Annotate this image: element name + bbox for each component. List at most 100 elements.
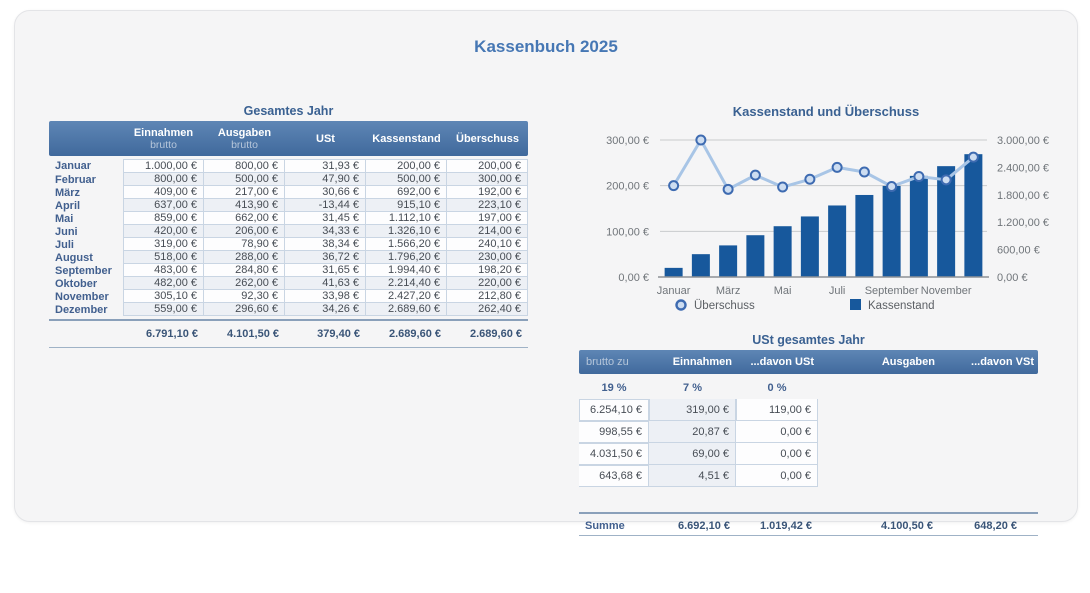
value-cell: 692,00 € — [366, 186, 447, 199]
value-cell: 284,80 € — [204, 264, 285, 277]
value-cell: 319,00 € — [123, 238, 204, 251]
value-cell: 1.000,00 € — [123, 159, 204, 173]
table-row: 7 % 319,00 €20,87 €69,00 €4,51 € — [649, 377, 736, 509]
month-label: Februar — [55, 173, 96, 186]
value-cell: 119,00 € — [736, 399, 818, 421]
month-label: Dezember — [55, 303, 108, 316]
value-cell: 482,00 € — [123, 277, 204, 290]
value-cell: 413,90 € — [204, 199, 285, 212]
year-col-header: Kassenstand — [366, 121, 447, 156]
x-axis-tick-label: November — [921, 285, 972, 297]
year-col-header-sub: brutto — [231, 138, 258, 151]
value-cell: 998,55 € — [579, 421, 649, 443]
year-col-header-label: Kassenstand — [372, 132, 441, 145]
value-cell: 305,10 € — [123, 290, 204, 303]
value-cell: 20,87 € — [649, 421, 736, 443]
value-cell: 6.254,10 € — [579, 399, 649, 421]
value-cell: 262,00 € — [204, 277, 285, 290]
value-cell: 1.326,10 € — [366, 225, 447, 238]
ust-col-header: ...davon VSt — [971, 356, 1034, 368]
chart-point — [695, 134, 707, 146]
value-cell: 200,00 € — [447, 159, 528, 173]
value-cell: 30,66 € — [285, 186, 366, 199]
month-label: Juni — [55, 225, 78, 238]
x-axis-tick-label: September — [865, 285, 919, 297]
value-cell: 800,00 € — [123, 173, 204, 186]
value-cell: 859,00 € — [123, 212, 204, 225]
chart-point — [668, 180, 680, 192]
value-cell: 915,10 € — [366, 199, 447, 212]
rate-label: 0 % — [767, 382, 787, 394]
legend-label: Kassenstand — [868, 300, 935, 312]
month-label: Juli — [55, 238, 74, 251]
right-axis-tick-label: 1.800,00 € — [997, 190, 1049, 202]
value-cell: 217,00 € — [204, 186, 285, 199]
chart-line — [672, 138, 975, 191]
value-cell: 296,60 € — [204, 303, 285, 316]
year-col-header-sub: brutto — [150, 138, 177, 151]
year-table-title: Gesamtes Jahr — [243, 104, 334, 118]
year-col-header: USt — [285, 121, 366, 156]
spacer-cell — [649, 487, 736, 509]
x-axis-tick-label: Mai — [774, 285, 792, 297]
value-cell: 38,34 € — [285, 238, 366, 251]
chart-point — [940, 174, 952, 186]
left-axis-tick-label: 200,00 € — [606, 181, 649, 193]
chart-point — [913, 171, 925, 183]
value-cell: 500,00 € — [366, 173, 447, 186]
month-label: August — [55, 251, 93, 264]
value-cell: 288,00 € — [204, 251, 285, 264]
value-cell: 643,68 € — [579, 465, 649, 487]
year-table-header: Einnahmen brutto Ausgaben brutto USt Kassenst… — [49, 121, 528, 156]
value-cell: 41,63 € — [285, 277, 366, 290]
chart-block: Kassenstand und Überschuss 0,00 € 100,00 … — [581, 104, 1071, 317]
chart-bar — [882, 185, 901, 277]
value-cell: 198,20 € — [447, 264, 528, 277]
ust-table: USt gesamtes Jahr brutto zu Einnahmen ...d… — [579, 333, 1038, 536]
value-cell: 518,00 € — [123, 251, 204, 264]
value-cell: 230,00 € — [447, 251, 528, 264]
value-cell: 2.689,60 € — [366, 303, 447, 316]
year-col-header: Überschuss — [447, 121, 528, 156]
chart-point — [722, 183, 734, 195]
value-cell: 1.112,10 € — [366, 212, 447, 225]
value-cell: 92,30 € — [204, 290, 285, 303]
value-cell: 500,00 € — [204, 173, 285, 186]
chart-point — [831, 161, 843, 173]
value-cell: 2.214,40 € — [366, 277, 447, 290]
value-cell: 212,80 € — [447, 290, 528, 303]
right-axis-tick-label: 1.200,00 € — [997, 217, 1049, 229]
month-label: November — [55, 290, 109, 303]
total-value-cell: 6.692,10 € — [678, 520, 730, 532]
value-cell: 197,00 € — [447, 212, 528, 225]
value-cell: 34,33 € — [285, 225, 366, 238]
year-table-total-row: 6.791,10 € 4.101,50 € 379,40 € 2.689,60 € 2.… — [49, 319, 528, 348]
year-col-header: Einnahmen brutto — [123, 121, 204, 156]
chart-bar — [964, 154, 983, 277]
total-value-cell: 4.101,50 € — [227, 328, 279, 340]
value-cell: 31,93 € — [285, 159, 366, 173]
value-cell: 47,90 € — [285, 173, 366, 186]
kassenstand-ueberschuss-chart: 0,00 € 100,00 € 200,00 € 300,00 € 0,00 € 600,… — [606, 134, 1049, 312]
total-value-cell: 648,20 € — [974, 520, 1017, 532]
chart-bar — [800, 216, 819, 277]
total-label — [49, 321, 123, 347]
spacer-cell — [1023, 514, 1038, 536]
value-cell: 33,98 € — [285, 290, 366, 303]
value-cell: 1.566,20 € — [366, 238, 447, 251]
x-axis-tick-label: Juli — [829, 285, 846, 297]
value-cell: 34,26 € — [285, 303, 366, 316]
left-axis-tick-label: 100,00 € — [606, 226, 649, 238]
total-value-cell: 379,40 € — [317, 328, 360, 340]
value-cell: 420,00 € — [123, 225, 204, 238]
value-cell: 662,00 € — [204, 212, 285, 225]
spacer-cell — [579, 487, 649, 509]
chart-bar — [828, 205, 847, 277]
month-label: September — [55, 264, 112, 277]
value-cell: 0,00 € — [736, 465, 818, 487]
chart-bar — [664, 267, 683, 277]
month-label: Oktober — [55, 277, 98, 290]
value-cell: 31,45 € — [285, 212, 366, 225]
table-row: 0 % 119,00 €0,00 €0,00 €0,00 € — [736, 377, 818, 509]
